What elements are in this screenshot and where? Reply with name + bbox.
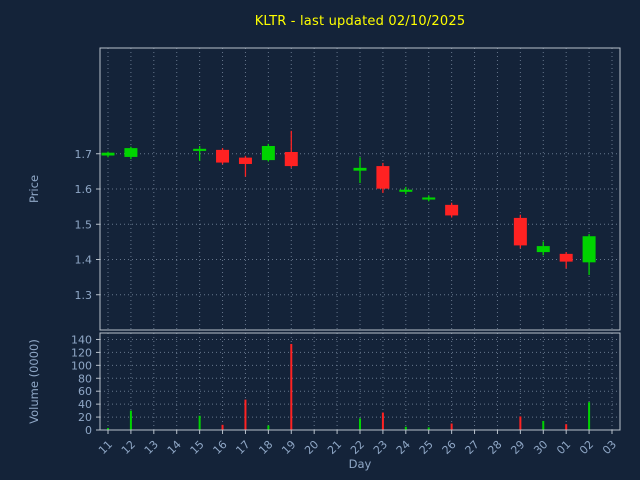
price-tick-label: 1.7 — [75, 148, 93, 161]
day-tick-label: 03 — [600, 438, 619, 457]
volume-bars — [107, 343, 591, 430]
candle-body — [376, 166, 390, 189]
day-tick-label: 20 — [302, 438, 321, 457]
day-tick-label: 26 — [440, 438, 459, 457]
volume-axis-label: Volume (0000) — [27, 339, 41, 424]
day-tick-label: 01 — [554, 438, 573, 457]
volume-bar — [542, 420, 545, 430]
day-tick-label: 24 — [394, 438, 413, 457]
candle-body — [445, 204, 459, 216]
day-tick-label: 21 — [325, 438, 344, 457]
volume-bar — [290, 343, 293, 430]
candle-body — [353, 167, 367, 171]
day-tick-label: 27 — [463, 438, 482, 457]
candle-body — [284, 151, 298, 167]
volume-bar — [565, 424, 568, 430]
day-tick-label: 18 — [256, 438, 275, 457]
price-axis-label: Price — [27, 175, 41, 203]
candle-body — [582, 236, 596, 263]
volume-tick-label: 20 — [78, 411, 92, 424]
candle-body — [193, 148, 207, 151]
candle-body — [513, 217, 527, 246]
volume-bar — [519, 416, 522, 430]
candle-body — [216, 149, 230, 163]
candlesticks — [101, 130, 596, 276]
volume-bar — [198, 415, 201, 430]
day-tick-label: 22 — [348, 438, 367, 457]
day-tick-label: 12 — [119, 438, 138, 457]
day-tick-label: 30 — [531, 438, 550, 457]
volume-bar — [381, 412, 384, 430]
candle-body — [238, 157, 252, 164]
chart-title: KLTR - last updated 02/10/2025 — [254, 14, 466, 29]
day-tick-label: 29 — [508, 438, 527, 457]
candle-body — [422, 197, 436, 200]
day-tick-label: 19 — [279, 438, 298, 457]
day-tick-label: 02 — [577, 438, 596, 457]
volume-bar — [221, 424, 224, 430]
volume-tick-label: 100 — [71, 359, 92, 372]
day-tick-label: 11 — [96, 438, 115, 457]
day-tick-label: 15 — [188, 438, 207, 457]
candle-body — [261, 145, 275, 161]
volume-tick-label: 60 — [78, 385, 92, 398]
price-tick-label: 1.5 — [75, 218, 93, 231]
price-tick-label: 1.3 — [75, 289, 93, 302]
volume-tick-label: 0 — [85, 424, 92, 437]
volume-bar — [129, 410, 132, 430]
price-tick-label: 1.4 — [75, 254, 93, 267]
day-tick-label: 25 — [417, 438, 436, 457]
volume-bar — [588, 402, 591, 430]
volume-bar — [427, 427, 430, 430]
volume-bar — [267, 425, 270, 430]
day-tick-label: 23 — [371, 438, 390, 457]
day-tick-label: 28 — [485, 438, 504, 457]
gridlines — [100, 48, 620, 430]
day-tick-label: 17 — [233, 438, 252, 457]
volume-tick-label: 140 — [71, 333, 92, 346]
x-axis-label: Day — [349, 457, 372, 471]
volume-bar — [107, 428, 109, 430]
volume-tick-label: 80 — [78, 372, 92, 385]
candle-body — [399, 189, 413, 192]
volume-bar — [359, 418, 361, 430]
day-tick-label: 14 — [165, 438, 184, 457]
price-tick-label: 1.6 — [75, 183, 93, 196]
volume-bar — [450, 423, 453, 430]
volume-bar — [404, 426, 407, 430]
volume-bar — [244, 399, 247, 430]
day-tick-label: 16 — [211, 438, 230, 457]
candle-body — [536, 246, 550, 253]
axis-ticks — [96, 153, 613, 434]
candle-body — [559, 253, 573, 262]
axes-spines — [99, 47, 621, 431]
candle-body — [101, 152, 115, 156]
candle-body — [124, 148, 138, 157]
volume-tick-label: 120 — [71, 346, 92, 359]
volume-tick-label: 40 — [78, 398, 92, 411]
day-tick-label: 13 — [142, 438, 161, 457]
